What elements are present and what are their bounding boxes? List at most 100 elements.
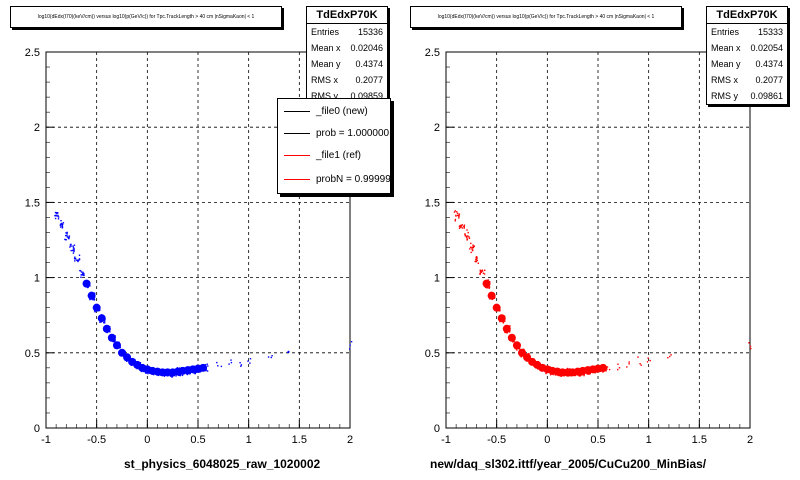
data-point xyxy=(618,367,621,369)
data-point xyxy=(93,298,96,301)
data-point xyxy=(230,359,232,361)
y-tick-label: 0.5 xyxy=(425,348,440,360)
scatter-plot-right: -1 -0.5 0 0.5 1 1.5 2 0 0.5 1 1.5 2 2.5 xyxy=(425,47,753,446)
stats-label: RMS y xyxy=(711,91,738,101)
stats-row: Mean y 0.4374 xyxy=(707,56,787,72)
data-point xyxy=(474,260,476,263)
data-point xyxy=(66,233,68,235)
data-point xyxy=(464,233,466,235)
data-point xyxy=(497,314,506,323)
data-point xyxy=(92,299,94,301)
data-point xyxy=(605,370,607,372)
legend-line xyxy=(284,178,310,180)
data-point xyxy=(61,225,63,228)
data-point xyxy=(54,215,56,217)
data-point xyxy=(54,217,57,220)
data-point xyxy=(70,245,72,247)
stats-label: Mean x xyxy=(711,43,741,53)
scatter-plot-left: -1 -0.5 0 0.5 1 1.5 2 0 0.5 1 1.5 2 2.5 xyxy=(25,47,353,446)
legend-label: _file0 (new) xyxy=(316,105,368,117)
stats-value: 0.4374 xyxy=(355,59,383,69)
data-point xyxy=(102,324,111,333)
data-point xyxy=(59,223,62,225)
data-point xyxy=(453,211,456,213)
y-tick-label: 1.5 xyxy=(25,197,40,209)
data-point xyxy=(60,220,62,222)
legend-entry: prob = 1.000000 xyxy=(278,123,389,143)
y-tick-label: 1 xyxy=(34,273,40,285)
data-point xyxy=(80,276,82,278)
data-point xyxy=(73,244,76,246)
data-point xyxy=(199,363,208,372)
data-point xyxy=(57,218,60,220)
data-point xyxy=(112,341,114,343)
data-point xyxy=(68,236,70,239)
data-point xyxy=(516,349,518,351)
data-point xyxy=(458,215,460,218)
data-point xyxy=(581,374,583,376)
data-point xyxy=(87,291,96,300)
data-point xyxy=(82,279,91,288)
data-point xyxy=(750,347,752,350)
stats-row: Entries 15336 xyxy=(307,24,387,40)
data-point xyxy=(628,361,630,363)
y-tick-label: 0 xyxy=(434,423,440,435)
data-point xyxy=(472,246,475,249)
stats-row: Mean x 0.02054 xyxy=(707,40,787,56)
data-point xyxy=(463,224,466,226)
data-point xyxy=(70,249,72,252)
x-tick-label: 1 xyxy=(646,434,652,446)
data-point xyxy=(77,259,79,262)
legend-entry: _file1 (ref) xyxy=(278,145,361,165)
stats-row: Entries 15333 xyxy=(707,24,787,40)
stats-label: Mean x xyxy=(311,43,341,53)
data-point xyxy=(76,259,78,261)
data-point xyxy=(628,363,630,365)
data-point xyxy=(617,363,619,365)
data-point xyxy=(667,357,669,359)
data-point xyxy=(466,229,468,231)
data-point xyxy=(205,369,207,372)
data-point xyxy=(216,361,218,364)
data-point xyxy=(461,224,463,226)
data-point xyxy=(646,361,649,363)
data-point xyxy=(481,269,483,271)
data-point xyxy=(471,246,473,249)
data-point xyxy=(749,345,752,348)
data-point xyxy=(239,362,241,364)
data-point xyxy=(145,372,147,374)
data-point xyxy=(502,324,511,333)
data-point xyxy=(175,375,177,377)
stats-value: 0.09861 xyxy=(750,91,783,101)
data-point xyxy=(488,287,490,289)
data-point xyxy=(72,246,75,249)
data-point xyxy=(475,256,478,258)
data-point xyxy=(458,227,461,229)
data-point xyxy=(512,341,521,350)
x-tick-label: 0 xyxy=(544,434,550,446)
data-point xyxy=(466,237,468,239)
y-tick-label: 2 xyxy=(434,122,440,134)
y-tick-label: 2 xyxy=(34,122,40,134)
legend-entry: _file0 (new) xyxy=(278,101,368,121)
stats-name: TdEdxP70K xyxy=(307,7,387,24)
data-point xyxy=(463,227,465,229)
y-tick-label: 2.5 xyxy=(25,47,40,59)
stats-value: 0.2077 xyxy=(355,75,383,85)
data-point xyxy=(59,224,62,226)
data-point xyxy=(83,274,85,277)
data-point xyxy=(458,213,461,215)
data-point xyxy=(560,375,562,377)
data-point xyxy=(465,236,468,238)
data-point xyxy=(55,214,57,217)
data-point xyxy=(649,359,651,362)
data-point xyxy=(107,333,116,342)
data-point xyxy=(470,251,472,254)
y-tick-label: 1.5 xyxy=(425,197,440,209)
data-point xyxy=(647,357,649,359)
data-point xyxy=(171,376,173,378)
data-point xyxy=(588,373,590,375)
data-point xyxy=(456,212,459,215)
data-point xyxy=(78,259,80,261)
data-point xyxy=(558,374,560,377)
